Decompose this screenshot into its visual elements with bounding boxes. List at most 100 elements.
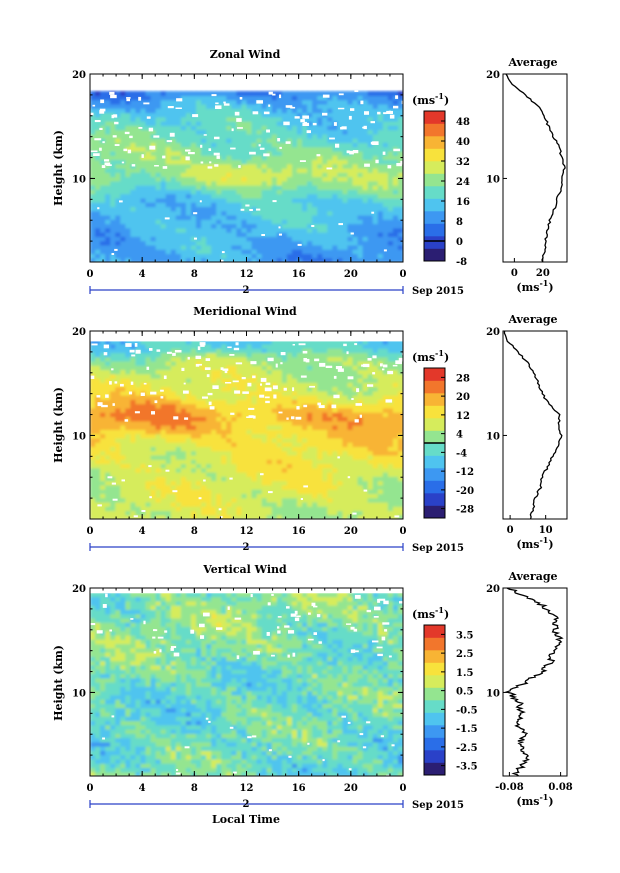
heatmap-cell [155,407,162,413]
heatmap-cell [170,193,177,199]
heatmap-cell [150,412,157,418]
heatmap-cell [307,116,313,122]
data-gap [333,122,337,126]
heatmap-cell [377,493,384,499]
heatmap-cell [130,369,137,375]
heatmap-cell [317,125,323,131]
heatmap-cell [372,150,379,156]
heatmap-cell [165,365,172,371]
heatmap-cell [115,416,121,422]
heatmap-cell [150,480,157,486]
heatmap-cell [347,399,354,405]
heatmap-cell [175,497,182,503]
heatmap-cell [100,497,106,503]
heatmap-cell [312,125,318,131]
heatmap-cell [130,240,137,246]
heatmap-cell [190,91,197,96]
heatmap-cell [327,420,333,426]
heatmap-cell [382,108,389,114]
heatmap-cell [120,227,126,233]
heatmap-cell [221,497,227,503]
heatmap-cell [100,378,106,383]
heatmap-cell [150,142,157,148]
heatmap-cell [140,399,147,405]
heatmap-cell [175,197,182,203]
data-gap [100,99,105,104]
heatmap-cell [332,108,338,114]
heatmap-cell [281,450,288,456]
heatmap-cell [357,257,364,262]
heatmap-cell [302,450,308,456]
heatmap-cell [271,476,278,482]
heatmap-cell [302,193,308,199]
heatmap-cell [291,219,298,225]
heatmap-cell [150,180,157,186]
average-ticks: 0 20 [511,258,550,279]
heatmap-cell [130,450,137,456]
heatmap-cell [286,459,293,465]
heatmap-cell [185,116,192,122]
heatmap-cell [150,403,157,409]
heatmap-cell [185,446,192,452]
heatmap-cell [170,365,177,371]
heatmap-cell [327,138,333,143]
heatmap-cell [155,420,162,426]
heatmap-cell [140,433,147,439]
heatmap-cell [261,463,268,469]
heatmap-cell [397,489,403,494]
heatmap-cell [165,472,172,477]
data-gap [148,127,154,132]
heatmap-cell [95,506,101,512]
heatmap-cell [367,232,374,237]
heatmap-cell [241,450,248,456]
heatmap-cell [352,412,359,418]
heatmap-cell [382,236,389,242]
heatmap-cell [196,454,202,460]
heatmap-cell [337,189,344,195]
heatmap-cell [392,395,399,400]
data-gap [129,135,133,139]
heatmap-cell [296,232,303,237]
heatmap-cell [160,433,167,439]
heatmap-cell [206,189,212,195]
heatmap-cell [347,142,354,148]
heatmap-cell [266,240,273,246]
heatmap-cell [95,437,101,443]
heatmap-cell [130,425,137,430]
x-tick-label: 12 [240,269,254,280]
heatmap-cell [175,365,182,371]
heatmap-cell [125,133,131,139]
heatmap-cell [347,244,354,250]
heatmap-cell [286,497,293,503]
heatmap-cell [100,95,106,101]
heatmap-cell [291,257,298,262]
heatmap-cell [221,223,227,229]
heatmap-cell [211,103,217,109]
heatmap-cell [231,133,237,139]
heatmap-cell [342,159,349,165]
heatmap-cell [160,501,167,507]
heatmap-cell [140,365,147,371]
data-gap [111,253,115,255]
heatmap-cell [95,176,101,182]
heatmap-cell [397,112,403,118]
heatmap-cell [241,399,248,405]
heatmap-cell [201,407,207,413]
average-x-tick-label: 0 [511,268,518,279]
heatmap-cell [241,484,248,490]
heatmap-cell [90,108,96,114]
heatmap-cell [135,121,142,126]
heatmap-cell [196,506,202,512]
x-tick-label: 20 [344,269,358,280]
heatmap-cell [337,253,344,259]
heatmap-cell [110,369,116,375]
heatmap-cell [322,193,328,199]
heatmap-cell [110,240,116,246]
heatmap-cell [246,489,253,494]
heatmap-cell [110,472,116,477]
heatmap-cell [392,463,399,469]
heatmap-cell [140,176,147,182]
heatmap-cell [145,442,152,447]
heatmap-cell [271,125,278,131]
heatmap-cell [332,155,338,161]
